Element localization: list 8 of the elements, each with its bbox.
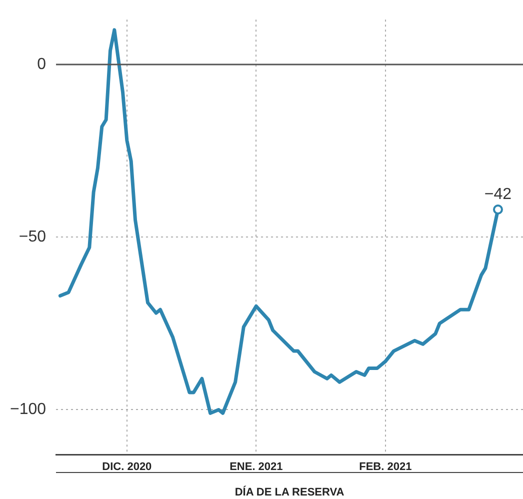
- x-tick-label: ENE. 2021: [230, 461, 283, 474]
- y-tick-label: 0: [37, 56, 46, 73]
- x-tick-label: DIC. 2020: [102, 461, 152, 474]
- x-axis-title: DÍA DE LA RESERVA: [234, 485, 344, 498]
- x-tick-label: FEB. 2021: [359, 461, 412, 474]
- y-tick-label: −100: [10, 401, 46, 418]
- y-tick-label: −50: [18, 228, 46, 246]
- annotation: −42: [484, 186, 512, 203]
